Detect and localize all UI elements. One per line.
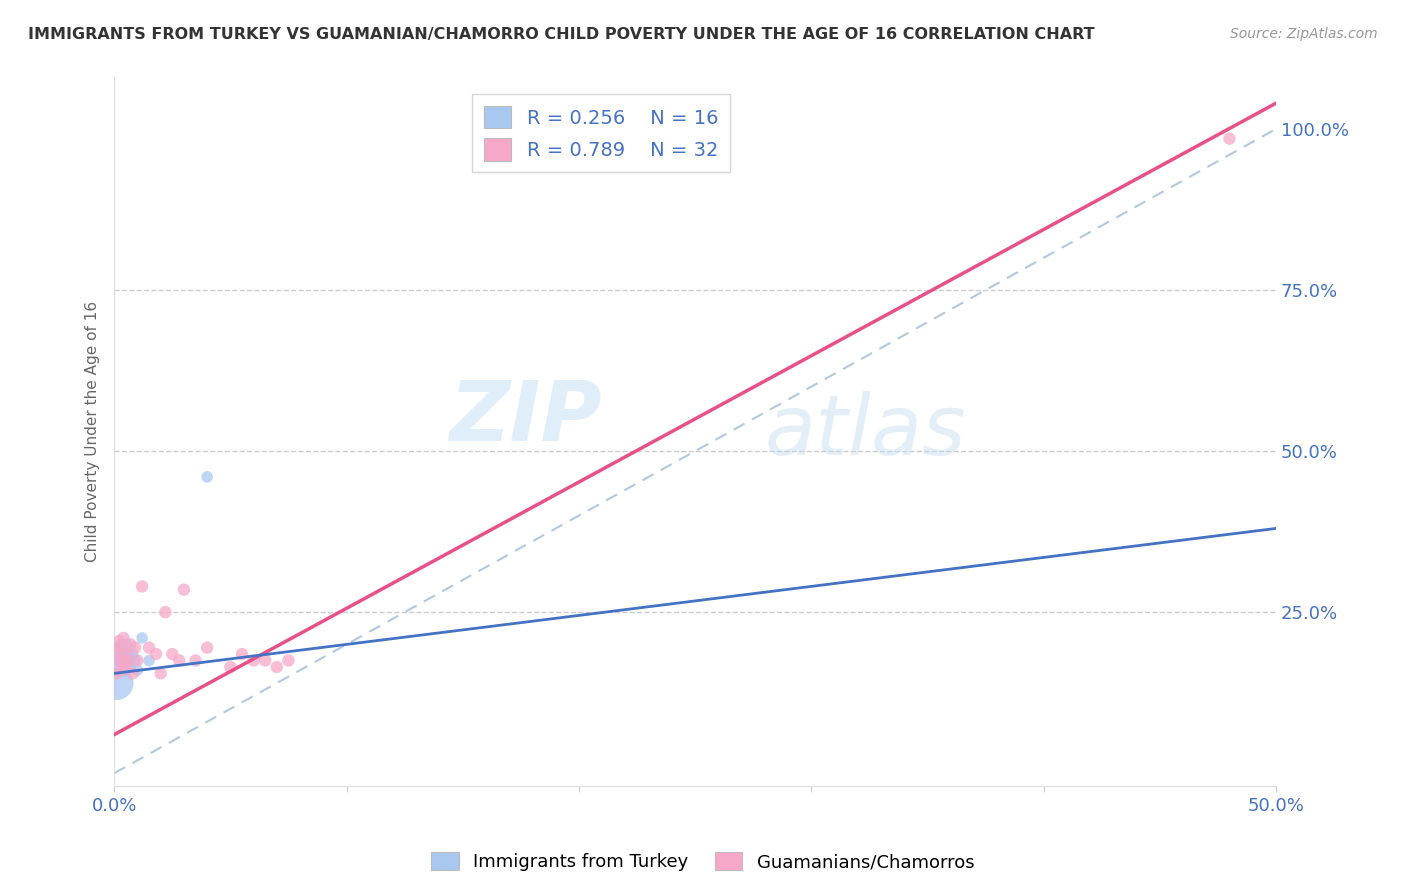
Point bbox=[112, 653, 135, 667]
Point bbox=[105, 676, 128, 690]
Point bbox=[124, 653, 146, 667]
Text: IMMIGRANTS FROM TURKEY VS GUAMANIAN/CHAMORRO CHILD POVERTY UNDER THE AGE OF 16 C: IMMIGRANTS FROM TURKEY VS GUAMANIAN/CHAM… bbox=[28, 27, 1095, 42]
Point bbox=[131, 579, 153, 593]
Point bbox=[114, 660, 136, 674]
Point bbox=[167, 653, 190, 667]
Point bbox=[277, 653, 299, 667]
Text: Source: ZipAtlas.com: Source: ZipAtlas.com bbox=[1230, 27, 1378, 41]
Text: ZIP: ZIP bbox=[450, 377, 602, 458]
Point bbox=[121, 647, 143, 661]
Point bbox=[254, 653, 277, 667]
Point bbox=[114, 653, 136, 667]
Point bbox=[219, 660, 242, 674]
Point bbox=[138, 640, 160, 655]
Legend: Immigrants from Turkey, Guamanians/Chamorros: Immigrants from Turkey, Guamanians/Chamo… bbox=[425, 845, 981, 879]
Point bbox=[110, 640, 132, 655]
Point bbox=[131, 631, 153, 645]
Point bbox=[108, 650, 131, 665]
Point bbox=[108, 653, 131, 667]
Point bbox=[105, 644, 128, 658]
Point bbox=[117, 653, 139, 667]
Point bbox=[112, 663, 135, 677]
Point bbox=[124, 640, 146, 655]
Point bbox=[114, 637, 136, 651]
Point bbox=[1218, 131, 1240, 145]
Point bbox=[121, 666, 143, 681]
Point bbox=[162, 647, 184, 661]
Point bbox=[145, 647, 167, 661]
Point bbox=[138, 653, 160, 667]
Point bbox=[155, 605, 177, 619]
Point bbox=[120, 637, 142, 651]
Point bbox=[173, 582, 195, 597]
Point bbox=[195, 640, 218, 655]
Point bbox=[184, 653, 207, 667]
Point bbox=[127, 653, 149, 667]
Point bbox=[242, 653, 264, 667]
Point bbox=[110, 663, 132, 677]
Point bbox=[195, 470, 218, 484]
Point bbox=[110, 640, 132, 655]
Point bbox=[110, 653, 132, 667]
Point bbox=[127, 663, 149, 677]
Point bbox=[231, 647, 253, 661]
Point bbox=[112, 631, 135, 645]
Point bbox=[105, 666, 128, 681]
Point bbox=[120, 660, 142, 674]
Point bbox=[266, 660, 288, 674]
Point bbox=[117, 657, 139, 671]
Point bbox=[149, 666, 172, 681]
Text: atlas: atlas bbox=[765, 392, 966, 472]
Point bbox=[108, 634, 131, 648]
Point bbox=[117, 647, 139, 661]
Y-axis label: Child Poverty Under the Age of 16: Child Poverty Under the Age of 16 bbox=[86, 301, 100, 562]
Point bbox=[114, 647, 136, 661]
Legend: R = 0.256    N = 16, R = 0.789    N = 32: R = 0.256 N = 16, R = 0.789 N = 32 bbox=[472, 95, 730, 172]
